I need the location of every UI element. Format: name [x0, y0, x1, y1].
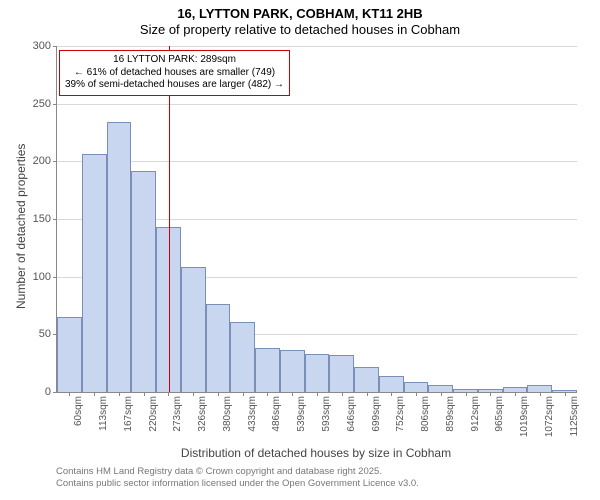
property-size-chart: 16, LYTTON PARK, COBHAM, KT11 2HB Size o…: [0, 0, 600, 500]
xtick-label: 752sqm: [395, 396, 406, 432]
footer-attribution: Contains HM Land Registry data © Crown c…: [56, 466, 419, 491]
histogram-bar: [354, 367, 379, 392]
xtick-mark: [69, 392, 70, 396]
histogram-bar: [527, 385, 552, 392]
xtick-mark: [540, 392, 541, 396]
title-address: 16, LYTTON PARK, COBHAM, KT11 2HB: [0, 6, 600, 22]
annotation-line2: ← 61% of detached houses are smaller (74…: [65, 67, 284, 80]
xtick-label: 60sqm: [73, 396, 84, 426]
ytick-label: 200: [33, 155, 51, 167]
xtick-label: 1125sqm: [569, 396, 580, 436]
histogram-bar: [404, 382, 429, 392]
xtick-mark: [565, 392, 566, 396]
gridline: [57, 46, 577, 47]
y-axis-label: Number of detached properties: [14, 144, 28, 309]
plot-area: 05010015020025030060sqm113sqm167sqm220sq…: [56, 46, 577, 393]
histogram-bar: [329, 355, 354, 392]
x-axis-label: Distribution of detached houses by size …: [56, 446, 576, 460]
xtick-mark: [193, 392, 194, 396]
xtick-mark: [391, 392, 392, 396]
chart-title: 16, LYTTON PARK, COBHAM, KT11 2HB Size o…: [0, 0, 600, 39]
xtick-label: 220sqm: [148, 396, 159, 432]
footer-line1: Contains HM Land Registry data © Crown c…: [56, 466, 419, 478]
annotation-line1: 16 LYTTON PARK: 289sqm: [65, 54, 284, 67]
histogram-bar: [428, 385, 453, 392]
histogram-bar: [280, 350, 305, 392]
annotation-line3: 39% of semi-detached houses are larger (…: [65, 79, 284, 92]
histogram-bar: [305, 354, 330, 392]
xtick-mark: [515, 392, 516, 396]
histogram-bar: [131, 171, 156, 392]
xtick-mark: [218, 392, 219, 396]
xtick-mark: [342, 392, 343, 396]
xtick-mark: [144, 392, 145, 396]
histogram-bar: [82, 154, 107, 392]
xtick-label: 965sqm: [494, 396, 505, 432]
histogram-bar: [255, 348, 280, 392]
ytick-label: 50: [39, 328, 51, 340]
xtick-label: 1019sqm: [519, 396, 530, 437]
xtick-label: 699sqm: [371, 396, 382, 432]
marker-annotation: 16 LYTTON PARK: 289sqm← 61% of detached …: [59, 50, 290, 96]
histogram-bar: [379, 376, 404, 392]
xtick-label: 380sqm: [222, 396, 233, 432]
ytick-mark: [53, 161, 57, 162]
xtick-label: 113sqm: [98, 396, 109, 431]
xtick-label: 167sqm: [123, 396, 134, 432]
gridline: [57, 161, 577, 162]
property-marker-line: [169, 46, 170, 392]
ytick-label: 100: [33, 271, 51, 283]
xtick-label: 486sqm: [271, 396, 282, 432]
xtick-mark: [267, 392, 268, 396]
ytick-label: 0: [45, 386, 51, 398]
xtick-label: 539sqm: [296, 396, 307, 432]
xtick-mark: [367, 392, 368, 396]
xtick-label: 326sqm: [197, 396, 208, 432]
xtick-mark: [490, 392, 491, 396]
ytick-label: 250: [33, 98, 51, 110]
xtick-label: 646sqm: [346, 396, 357, 432]
xtick-mark: [292, 392, 293, 396]
ytick-mark: [53, 277, 57, 278]
xtick-mark: [466, 392, 467, 396]
footer-line2: Contains public sector information licen…: [56, 478, 419, 490]
xtick-mark: [243, 392, 244, 396]
histogram-bar: [181, 267, 206, 392]
title-description: Size of property relative to detached ho…: [0, 22, 600, 38]
xtick-label: 433sqm: [247, 396, 258, 432]
histogram-bar: [57, 317, 82, 392]
ytick-mark: [53, 104, 57, 105]
xtick-mark: [441, 392, 442, 396]
gridline: [57, 104, 577, 105]
xtick-label: 806sqm: [420, 396, 431, 432]
xtick-mark: [168, 392, 169, 396]
histogram-bar: [230, 322, 255, 392]
xtick-mark: [416, 392, 417, 396]
xtick-mark: [119, 392, 120, 396]
ytick-label: 150: [33, 213, 51, 225]
ytick-mark: [53, 46, 57, 47]
xtick-label: 593sqm: [321, 396, 332, 432]
ytick-mark: [53, 392, 57, 393]
xtick-label: 859sqm: [445, 396, 456, 432]
histogram-bar: [107, 122, 132, 392]
xtick-mark: [94, 392, 95, 396]
histogram-bar: [206, 304, 231, 392]
xtick-label: 912sqm: [470, 396, 481, 432]
ytick-label: 300: [33, 40, 51, 52]
xtick-label: 1072sqm: [544, 396, 555, 437]
xtick-mark: [317, 392, 318, 396]
xtick-label: 273sqm: [172, 396, 183, 432]
ytick-mark: [53, 219, 57, 220]
